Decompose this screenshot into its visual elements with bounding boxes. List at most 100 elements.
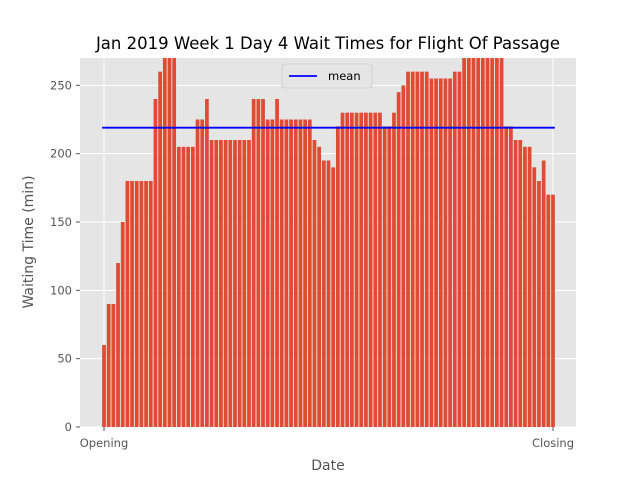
bar: [345, 112, 350, 428]
y-axis-label: Waiting Time (min): [21, 175, 37, 308]
x-tick-label: Opening: [80, 436, 129, 450]
bar: [195, 119, 200, 427]
bar: [420, 71, 424, 428]
bar: [186, 146, 191, 428]
bar: [116, 263, 120, 427]
bar: [237, 140, 242, 427]
bar: [462, 58, 467, 427]
bar: [209, 140, 214, 427]
bar: [181, 146, 186, 428]
bar: [139, 181, 144, 427]
bar: [532, 167, 537, 428]
bar: [158, 71, 162, 428]
bar: [457, 71, 462, 428]
bar: [144, 181, 148, 427]
bar: [298, 119, 303, 427]
bar: [242, 140, 247, 427]
bar: [434, 78, 438, 427]
bar: [153, 99, 158, 427]
bar: [509, 126, 513, 427]
bar: [261, 99, 265, 427]
bar: [499, 58, 504, 427]
bar: [480, 58, 485, 427]
bar: [172, 58, 177, 427]
x-tick-label: Closing: [532, 436, 574, 450]
bar: [289, 119, 293, 427]
bar: [134, 181, 139, 427]
bar: [551, 194, 555, 427]
bar: [331, 167, 336, 428]
y-tick-label: 0: [65, 420, 72, 434]
bar: [340, 112, 345, 428]
y-tick-label: 150: [50, 215, 72, 229]
bar: [312, 140, 317, 427]
bar: [125, 181, 130, 427]
bar: [148, 181, 153, 427]
bar: [424, 71, 429, 428]
bar: [176, 146, 181, 428]
bar: [471, 58, 476, 427]
bar: [406, 71, 410, 428]
bars: [102, 58, 555, 428]
bar: [335, 126, 340, 427]
bar: [251, 99, 256, 427]
bar: [167, 58, 172, 427]
x-axis-label: Date: [311, 458, 344, 474]
y-tick-label: 250: [50, 78, 72, 92]
bar: [546, 194, 551, 427]
bar: [219, 140, 223, 427]
y-tick-label: 50: [57, 352, 72, 366]
bar: [448, 78, 452, 427]
bar: [518, 140, 523, 427]
bar: [527, 146, 532, 428]
bar: [106, 304, 111, 427]
y-tick-label: 200: [50, 147, 72, 161]
bar: [495, 58, 499, 427]
bar: [476, 58, 481, 427]
bar: [162, 58, 167, 427]
bar: [415, 71, 420, 428]
bar: [392, 112, 396, 428]
bar: [275, 99, 279, 427]
bar: [452, 71, 457, 428]
bar: [214, 140, 219, 427]
bar: [485, 58, 490, 427]
x-ticks: Opening Closing: [80, 427, 574, 450]
bar: [350, 112, 354, 428]
legend-box: [281, 63, 373, 89]
bar: [190, 146, 195, 428]
bar: [378, 112, 382, 428]
bar: [130, 181, 134, 427]
bar: [443, 78, 448, 427]
bar: [382, 126, 387, 427]
bar: [438, 78, 443, 427]
bar: [490, 58, 495, 427]
y-tick-label: 100: [50, 283, 72, 297]
bar: [364, 112, 368, 428]
bar: [354, 112, 359, 428]
bar: [102, 345, 106, 427]
bar: [293, 119, 298, 427]
bar: [200, 119, 205, 427]
bar: [307, 119, 312, 427]
bar: [359, 112, 364, 428]
bar: [513, 140, 518, 427]
bar: [120, 222, 125, 427]
bar: [223, 140, 228, 427]
bar: [396, 92, 401, 428]
bar: [466, 58, 471, 427]
bar: [401, 85, 406, 427]
bar: [205, 99, 209, 427]
bar: [265, 119, 270, 427]
bar: [373, 112, 378, 428]
bar: [233, 140, 237, 427]
y-ticks: 0 50 100 150 200 250: [50, 78, 80, 434]
bar: [368, 112, 373, 428]
bar: [247, 140, 251, 427]
bar: [410, 71, 415, 428]
chart-title: Jan 2019 Week 1 Day 4 Wait Times for Fli…: [95, 34, 560, 53]
bar: [429, 78, 434, 427]
bar: [303, 119, 307, 427]
bar: [279, 119, 284, 427]
